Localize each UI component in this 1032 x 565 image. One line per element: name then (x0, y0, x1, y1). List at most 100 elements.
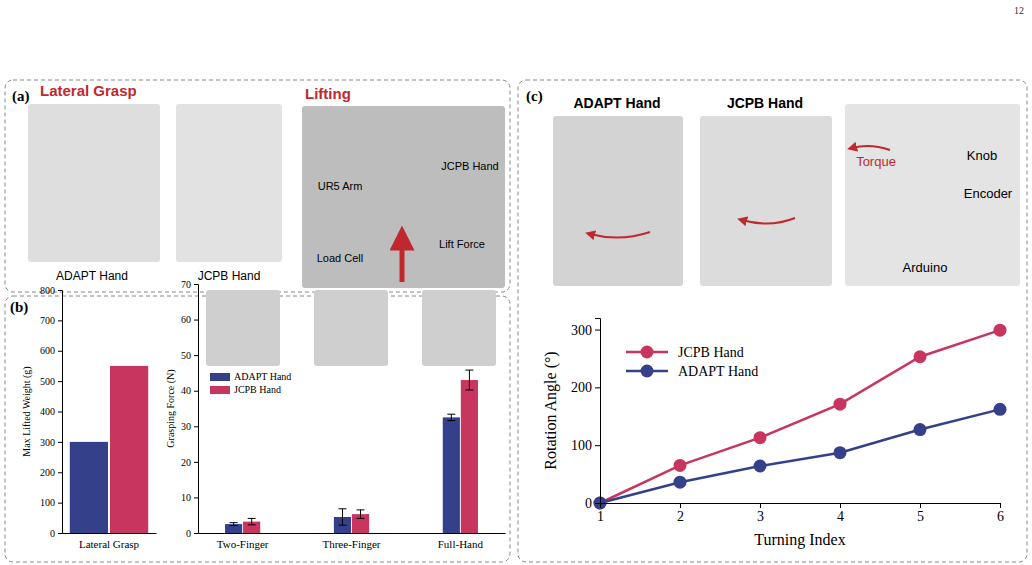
tick-mark (760, 503, 761, 508)
panel-letter: (a) (12, 88, 30, 105)
lift-arrow (400, 238, 405, 282)
tick-mark (194, 284, 198, 285)
tick-label: Lateral Grasp (79, 538, 140, 550)
tick-label: 20 (181, 457, 191, 468)
photo-label: JCPB Hand (441, 160, 498, 172)
tick-label: 300 (571, 323, 592, 338)
tick: Full-Hand (438, 538, 484, 550)
legend-label: ADAPT Hand (234, 371, 291, 382)
tick-mark (58, 381, 62, 382)
error-bar-stem (451, 414, 452, 420)
tick-label: 4 (837, 509, 844, 524)
tick-mark (194, 462, 198, 463)
label-patch (314, 250, 366, 266)
marker (674, 476, 687, 489)
bar (225, 524, 242, 533)
bar (70, 442, 108, 533)
tick-mark (680, 503, 681, 508)
marker (674, 459, 687, 472)
tick-label: 600 (40, 345, 55, 356)
bar (461, 380, 478, 533)
panel-heading: Lateral Grasp (40, 82, 137, 99)
tick-label: 0 (50, 528, 55, 539)
photo-placeholder (28, 104, 160, 262)
y-axis: 0 10 20 30 40 50 60 70 (181, 279, 199, 539)
marker (914, 423, 927, 436)
marker (994, 403, 1007, 416)
torque-arrow (590, 232, 650, 238)
figure: 12(a)Lateral GraspLiftingADAPT HandJCPB … (0, 0, 1032, 565)
legend-label: JCPB Hand (678, 345, 744, 360)
legend-marker (641, 365, 654, 378)
tick: 50 (181, 350, 198, 361)
page-number: 12 (1014, 5, 1024, 16)
line (600, 409, 1000, 503)
tick: 200 (571, 380, 600, 395)
photo-label: Torque (856, 154, 896, 169)
tick-mark (194, 320, 198, 321)
tick-label: 0 (186, 528, 191, 539)
error-bar (357, 510, 365, 519)
tick: 30 (181, 421, 198, 432)
legend-marker (641, 346, 654, 359)
error-bar (248, 518, 256, 524)
bar (110, 366, 148, 533)
tick-mark (58, 442, 62, 443)
tick-label: 700 (40, 315, 55, 326)
tick: 1 (597, 503, 604, 524)
plot-area (70, 366, 148, 533)
photo-placeholder (553, 116, 683, 286)
marker (754, 460, 767, 473)
tick: 4 (837, 503, 844, 524)
bar (443, 417, 460, 533)
tick-mark (595, 387, 600, 388)
tick-mark (58, 472, 62, 473)
error-bar-stem (360, 510, 361, 519)
error-bar (230, 523, 238, 526)
tick-mark (840, 503, 841, 508)
panel-heading: ADAPT Hand (573, 95, 660, 111)
legend-label: ADAPT Hand (678, 364, 758, 379)
photo-label: UR5 Arm (318, 180, 363, 192)
tick: Lateral Grasp (79, 538, 140, 550)
tick: 300 (40, 437, 62, 448)
tick-label: Three-Finger (322, 538, 380, 550)
axis-line (194, 285, 199, 534)
tick-mark (595, 330, 600, 331)
panel-heading: Lifting (305, 85, 351, 102)
tick-mark (58, 503, 62, 504)
tick: 5 (917, 503, 924, 524)
tick-mark (920, 503, 921, 508)
x-axis: Two-FingerThree-FingerFull-Hand (199, 534, 506, 550)
tick-mark (194, 497, 198, 498)
error-bar-stem (342, 509, 343, 525)
tick: 6 (997, 503, 1004, 524)
torque-arrow (852, 146, 890, 150)
line (600, 330, 1000, 503)
tick-label: 40 (181, 385, 191, 396)
y-axis-title: Max Lifted Weight (g) (21, 366, 33, 456)
error-bar-cap (230, 522, 238, 523)
tick-label: 70 (181, 279, 191, 290)
error-bar-stem (469, 370, 470, 390)
photo-placeholder (422, 290, 496, 366)
tick-label: 3 (757, 509, 764, 524)
axis-line (58, 291, 63, 534)
tick-label: 100 (571, 438, 592, 453)
tick-mark (194, 355, 198, 356)
marker (994, 324, 1007, 337)
marker (914, 350, 927, 363)
tick: 10 (181, 492, 198, 503)
axis-line (595, 319, 601, 504)
photo-label: Arduino (903, 260, 948, 275)
y-axis-title: Rotation Angle (°) (542, 351, 560, 469)
panel-frame (5, 80, 510, 292)
tick-label: Full-Hand (438, 538, 484, 550)
tick-mark (58, 290, 62, 291)
tick-label: 0 (585, 496, 592, 511)
tick: 60 (181, 314, 198, 325)
error-bar-cap (447, 414, 455, 415)
axis-line (63, 533, 157, 534)
tick: 2 (677, 503, 684, 524)
photo-placeholder (206, 290, 280, 366)
